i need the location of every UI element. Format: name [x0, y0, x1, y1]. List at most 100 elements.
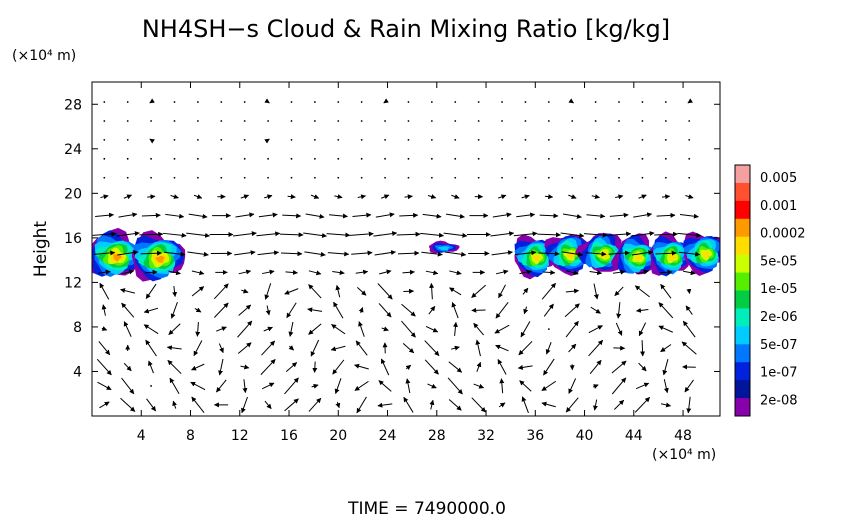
- wind-vector: [148, 360, 154, 374]
- wind-vector: [494, 324, 510, 334]
- wind-vector: [240, 364, 250, 370]
- wind-dot: [243, 176, 246, 179]
- colorbar-label: 0.0002: [760, 227, 806, 242]
- wind-vector: [163, 251, 186, 257]
- wind-vector: [311, 383, 319, 389]
- wind-vector: [214, 302, 229, 318]
- wind-vector: [218, 358, 224, 376]
- y-tick-label: 8: [73, 320, 82, 336]
- wind-vector: [265, 305, 271, 316]
- wind-vector: [121, 302, 135, 318]
- wind-dot: [196, 120, 199, 122]
- wind-dot: [571, 120, 574, 122]
- wind-vector: [194, 307, 202, 313]
- wind-vector: [378, 269, 392, 275]
- x-tick-label: 44: [625, 428, 643, 444]
- x-tick-label: 4: [137, 428, 146, 444]
- wind-vector: [264, 98, 270, 104]
- wind-dot: [664, 176, 667, 179]
- wind-vector: [401, 303, 416, 317]
- wind-vector: [583, 232, 608, 238]
- wind-vector: [166, 345, 182, 351]
- wind-vector: [638, 194, 647, 200]
- wind-dot: [126, 101, 129, 103]
- wind-vector: [513, 231, 538, 237]
- x-tick-label: 8: [186, 428, 195, 444]
- wind-dot: [501, 101, 503, 103]
- wind-vector: [655, 250, 677, 256]
- wind-vector: [216, 379, 227, 393]
- wind-vector: [168, 323, 181, 335]
- wind-vector: [519, 380, 532, 392]
- wind-vector: [635, 307, 649, 313]
- wind-dot: [243, 138, 246, 141]
- wind-dot: [641, 176, 644, 179]
- wind-vector: [586, 213, 606, 219]
- wind-vector: [495, 269, 509, 275]
- wind-vector: [240, 194, 250, 200]
- wind-vector: [421, 251, 443, 257]
- wind-vector: [95, 212, 115, 218]
- wind-vector: [373, 231, 398, 237]
- wind-dot: [547, 328, 550, 331]
- wind-dot: [547, 157, 550, 160]
- wind-vector: [331, 324, 346, 335]
- wind-vector: [168, 270, 181, 276]
- wind-vector: [612, 269, 626, 275]
- wind-vector: [449, 270, 462, 276]
- wind-vector: [261, 382, 275, 390]
- colorbar-swatch: [735, 236, 750, 256]
- wind-vector: [523, 306, 529, 315]
- wind-dot: [173, 157, 176, 160]
- wind-vector: [279, 232, 304, 238]
- wind-vector: [566, 270, 579, 276]
- wind-vector: [285, 362, 298, 372]
- wind-vector: [285, 270, 298, 275]
- wind-vector: [660, 402, 672, 408]
- wind-vector: [141, 212, 161, 218]
- wind-dot: [664, 138, 667, 141]
- wind-vector: [686, 396, 692, 414]
- wind-vector: [522, 287, 529, 295]
- wind-dot: [360, 120, 363, 122]
- wind-dot: [243, 157, 246, 160]
- wind-dot: [267, 176, 269, 179]
- colorbar-swatch: [735, 326, 750, 345]
- wind-dot: [641, 157, 644, 160]
- wind-dot: [220, 176, 223, 179]
- wind-vector: [288, 321, 294, 337]
- wind-vector: [232, 231, 257, 237]
- wind-dot: [641, 120, 644, 122]
- wind-vector: [635, 382, 650, 390]
- wind-vector: [308, 284, 322, 299]
- wind-vector: [443, 232, 468, 238]
- wind-dot: [150, 120, 153, 122]
- wind-dot: [664, 120, 667, 122]
- wind-dot: [454, 120, 457, 122]
- wind-vector: [397, 250, 420, 256]
- wind-vector: [149, 98, 155, 104]
- wind-vector: [405, 378, 411, 394]
- colorbar-swatch: [735, 290, 750, 309]
- wind-dot: [173, 138, 176, 141]
- wind-vector: [638, 362, 647, 372]
- wind-vector: [352, 212, 372, 218]
- colorbar-frame: [734, 164, 751, 417]
- colorbar-swatch: [735, 165, 750, 184]
- wind-vector: [517, 364, 533, 370]
- wind-vector: [541, 380, 557, 392]
- wind-vector: [560, 232, 585, 238]
- wind-vector: [640, 340, 646, 357]
- wind-vector: [682, 320, 696, 338]
- wind-vector: [287, 194, 296, 200]
- wind-vector: [143, 324, 159, 335]
- colorbar-swatch: [735, 380, 750, 399]
- wind-dot: [220, 138, 223, 141]
- wind-dot: [524, 120, 527, 122]
- wind-vector: [303, 232, 328, 238]
- wind-vector: [520, 321, 531, 338]
- wind-vector: [631, 250, 654, 256]
- wind-dot: [337, 101, 340, 103]
- wind-dot: [547, 176, 550, 179]
